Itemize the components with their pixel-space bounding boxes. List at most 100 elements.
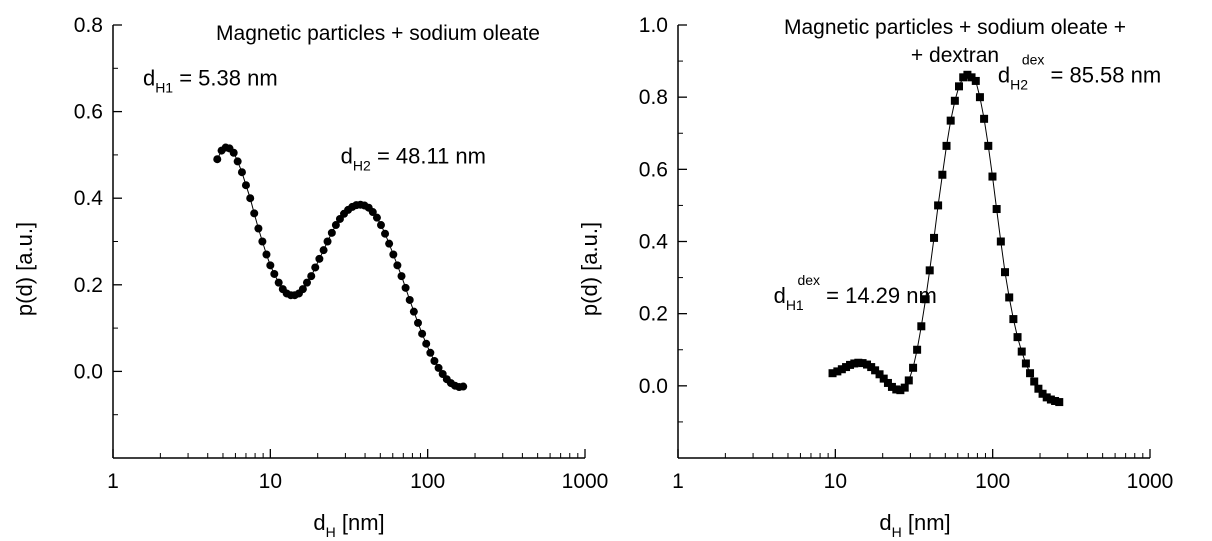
data-point	[913, 345, 922, 354]
data-point	[233, 157, 242, 166]
right-chart-y-axis-label: p(d) [a.u.]	[577, 222, 602, 316]
right-chart-title: Magnetic particles + sodium oleate +	[784, 16, 1126, 39]
data-point	[319, 246, 328, 255]
x-label-main: d	[313, 510, 325, 535]
data-point	[385, 239, 394, 248]
data-point	[887, 382, 896, 391]
data-point	[307, 272, 316, 281]
data-point	[1030, 377, 1039, 386]
data-point	[837, 365, 846, 374]
data-point	[959, 73, 968, 82]
data-point	[879, 374, 888, 383]
data-point	[1026, 369, 1035, 378]
annotation-label: dH1 dex = 14.29 nm	[774, 272, 937, 313]
data-point	[376, 221, 385, 230]
annotation-main: d	[998, 63, 1010, 88]
data-point	[327, 228, 336, 237]
left-chart-ticks: 1 10 100 1000 0.0 0.2 0.4 0.6 0.8	[74, 14, 609, 493]
data-point	[401, 283, 410, 292]
annotation-superscript: dex	[1022, 52, 1045, 68]
y-tick-label: 0.2	[639, 303, 668, 326]
data-point	[909, 363, 918, 372]
data-point	[934, 201, 943, 210]
data-point	[393, 261, 402, 270]
data-point	[372, 213, 381, 222]
data-point	[302, 278, 311, 287]
annotation-main: d	[341, 144, 353, 169]
data-point	[381, 229, 390, 238]
data-point	[975, 93, 984, 102]
data-point	[946, 116, 955, 125]
data-point	[422, 339, 431, 348]
annotation-subscript: H1	[155, 80, 173, 96]
data-point	[270, 269, 279, 278]
data-point	[254, 224, 263, 233]
data-point	[315, 254, 324, 263]
data-point	[409, 307, 418, 316]
data-point	[229, 148, 238, 157]
annotation-label: dH2 dex = 85.58 nm	[998, 52, 1161, 93]
data-point	[896, 386, 905, 395]
y-tick-label: 0.4	[74, 187, 104, 210]
data-point	[426, 348, 435, 357]
data-point	[971, 76, 980, 85]
data-point	[833, 367, 842, 376]
data-point	[1017, 347, 1026, 356]
data-point	[298, 285, 307, 294]
data-point	[875, 370, 884, 379]
data-point	[1001, 268, 1010, 277]
data-point	[871, 366, 880, 375]
y-tick-label: 0.4	[639, 231, 669, 254]
data-point	[992, 205, 1001, 214]
x-tick-label: 10	[824, 470, 847, 493]
data-point	[858, 359, 867, 368]
y-tick-label: 0.0	[74, 360, 103, 383]
left-chart-annotations: dH1 = 5.38 nm dH2 = 48.11 nm	[143, 66, 486, 174]
x-label-subscript: H	[326, 524, 336, 540]
data-point	[413, 318, 422, 327]
data-point	[459, 382, 468, 391]
y-tick-label: 0.0	[639, 375, 668, 398]
left-chart-title: Magnetic particles + sodium oleate	[216, 22, 540, 45]
data-point	[1051, 396, 1060, 405]
data-point	[996, 237, 1005, 246]
left-chart-x-axis-label: dH [nm]	[313, 510, 384, 540]
data-point	[266, 261, 275, 270]
x-tick-label: 100	[975, 470, 1010, 493]
annotation-rest: = 85.58 nm	[1044, 63, 1161, 88]
data-point	[323, 237, 332, 246]
data-point	[430, 357, 439, 366]
data-point	[368, 208, 377, 217]
right-chart-series	[828, 70, 1064, 407]
y-tick-label: 0.8	[74, 14, 103, 37]
annotation-rest: = 14.29 nm	[820, 283, 937, 308]
left-chart-y-axis-label: p(d) [a.u.]	[12, 222, 37, 316]
x-tick-label: 1000	[1127, 470, 1174, 493]
data-point	[950, 96, 959, 105]
data-point	[917, 322, 926, 331]
right-chart-subtitle: + dextran	[911, 44, 999, 67]
data-point	[274, 278, 283, 287]
annotation-label: dH2 = 48.11 nm	[341, 144, 486, 174]
data-point	[984, 141, 993, 150]
series-line	[216, 146, 464, 388]
annotation-subscript: H2	[353, 158, 371, 174]
annotation-label: dH1 = 5.38 nm	[143, 66, 278, 96]
data-point	[930, 233, 939, 242]
data-point	[955, 82, 964, 91]
data-point	[921, 295, 930, 304]
data-point	[389, 250, 398, 259]
data-point	[237, 168, 246, 177]
x-tick-label: 100	[410, 470, 445, 493]
right-chart-panel: Magnetic particles + sodium oleate + + d…	[577, 14, 1173, 540]
data-point	[850, 359, 859, 368]
annotation-main: d	[774, 283, 786, 308]
data-point	[942, 141, 951, 150]
data-point	[963, 70, 972, 79]
y-tick-label: 1.0	[639, 14, 668, 37]
x-tick-label: 1	[672, 470, 684, 493]
data-point	[904, 376, 913, 385]
data-point	[846, 360, 855, 369]
annotation-rest: = 48.11 nm	[371, 144, 486, 169]
